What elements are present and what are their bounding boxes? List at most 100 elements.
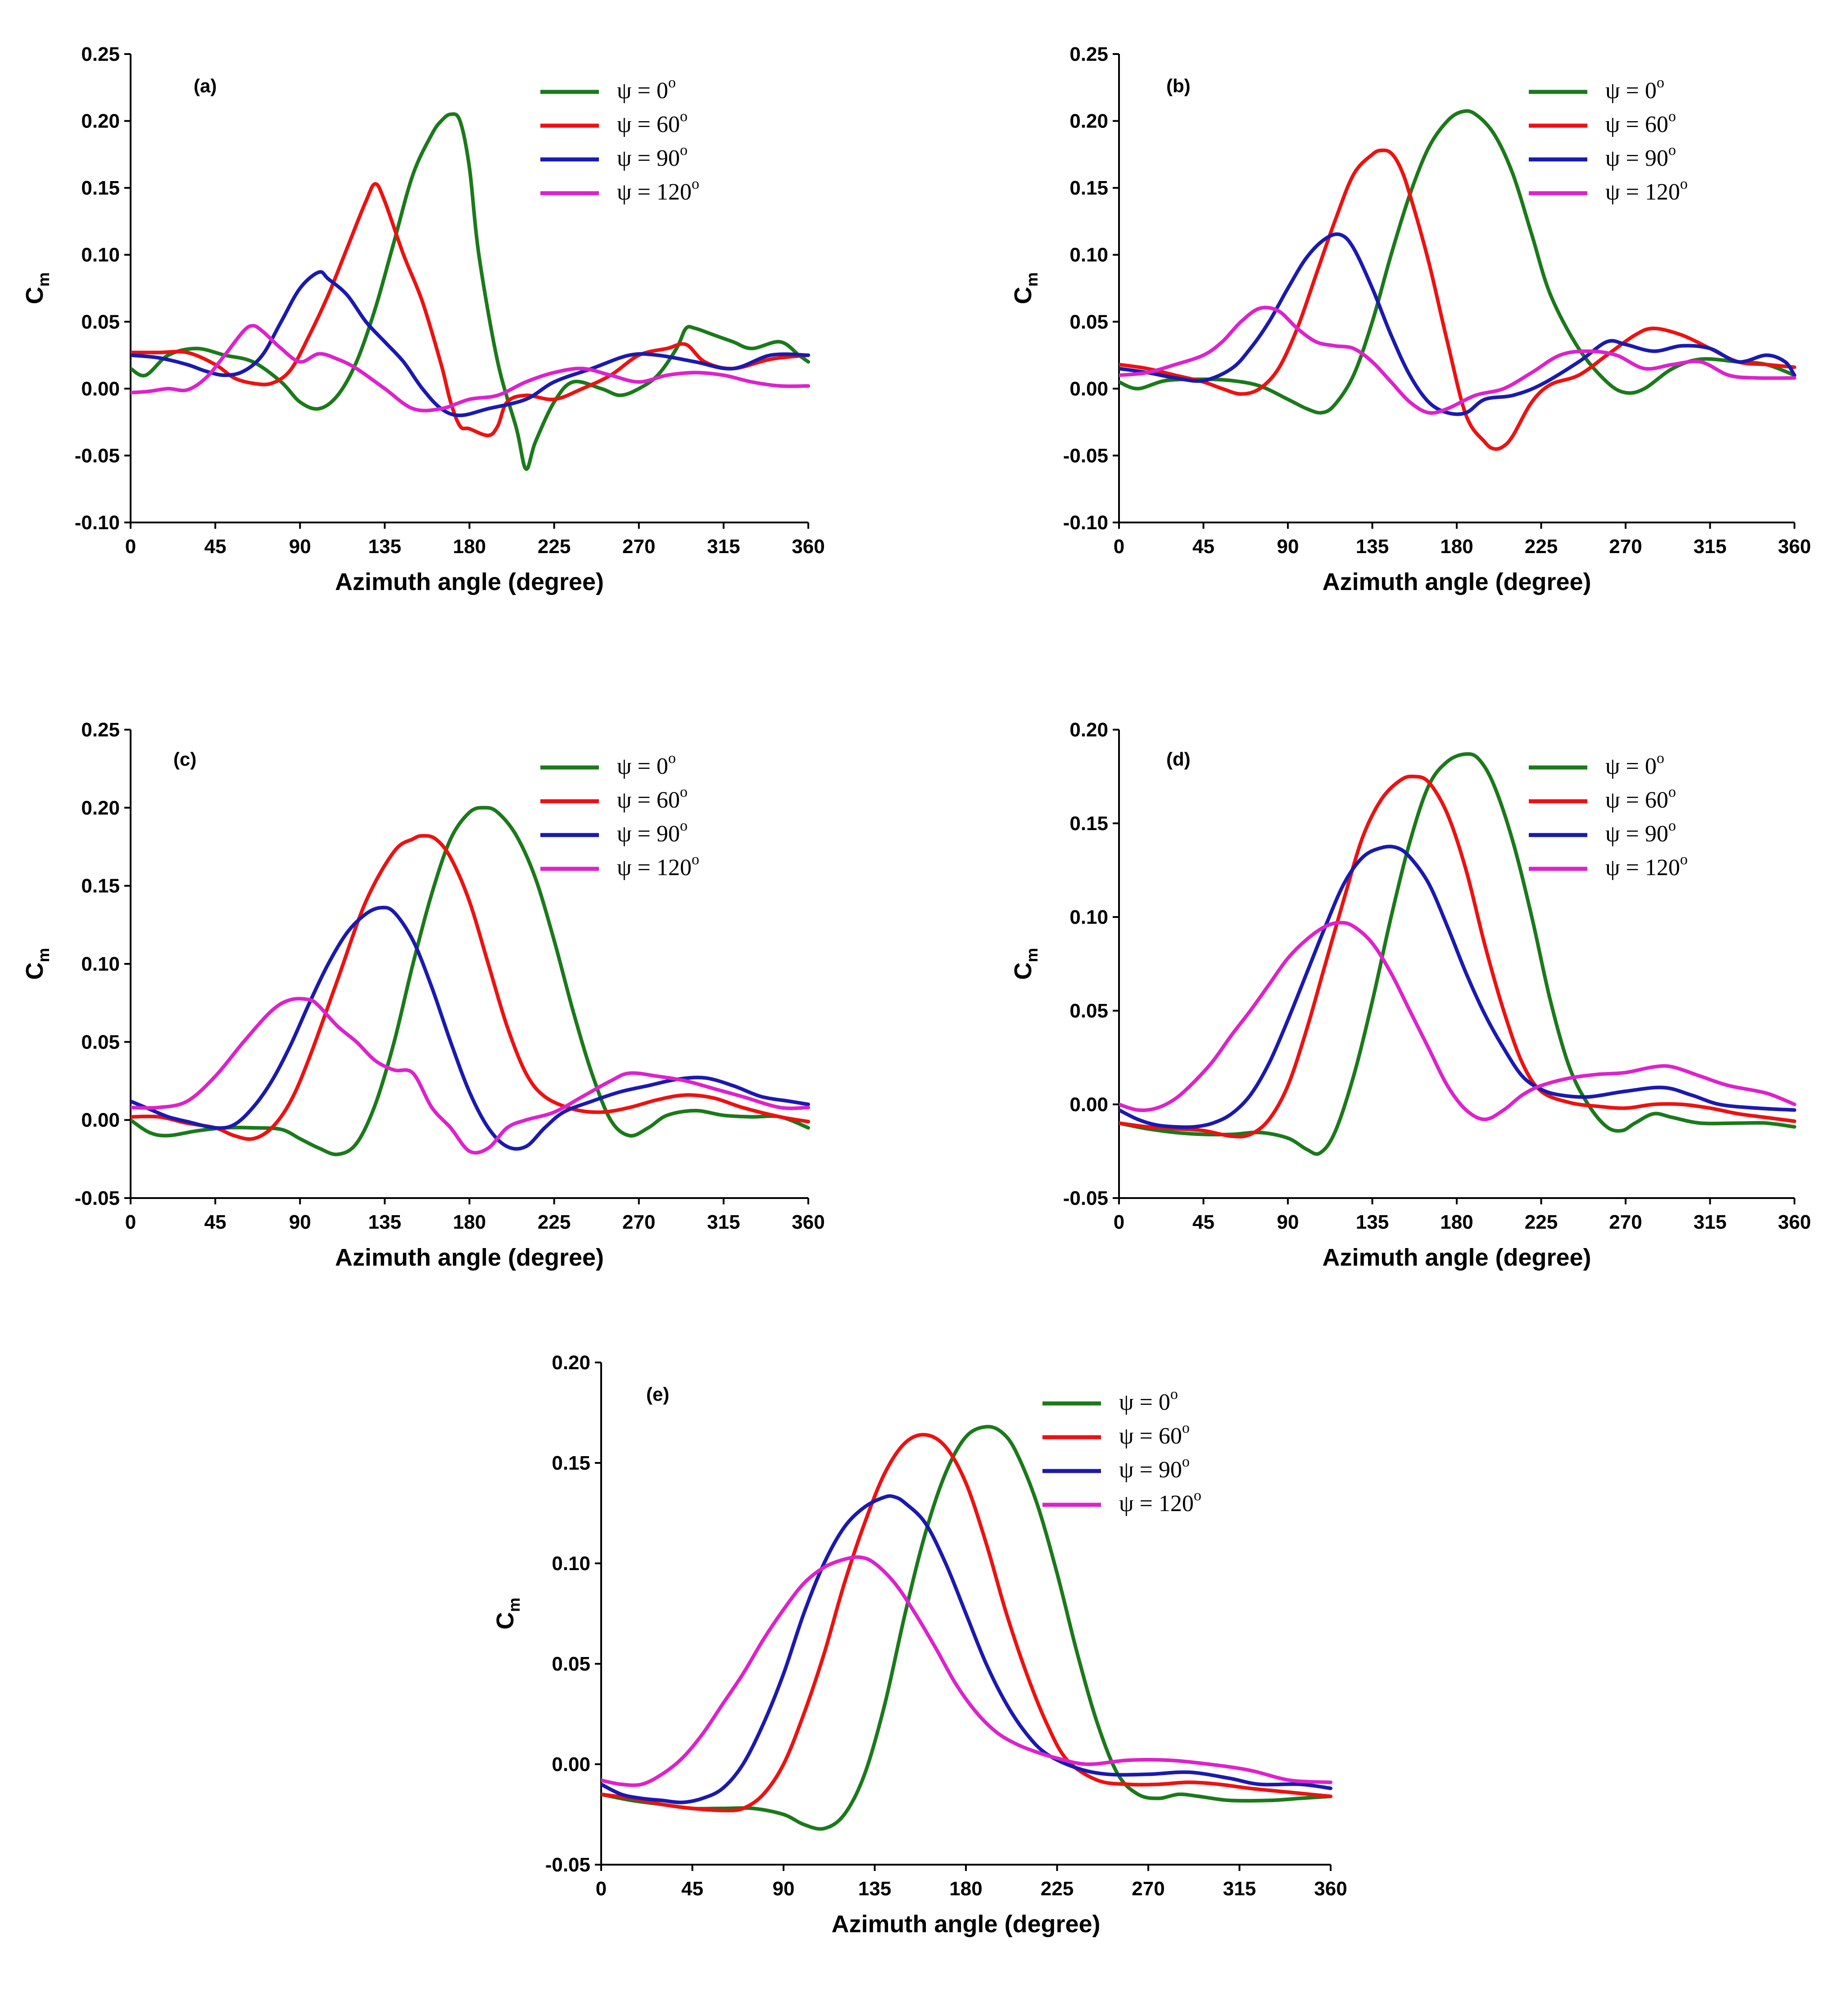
legend-label-main: ψ = 0 — [1605, 78, 1657, 104]
x-tick-label: 180 — [1440, 1211, 1473, 1233]
y-tick-label: 0.10 — [1069, 244, 1108, 266]
legend-label-main: ψ = 120 — [1605, 855, 1680, 881]
legend-label: ψ = 120o — [617, 176, 699, 205]
legend-label-main: ψ = 90 — [617, 145, 680, 171]
y-tick-label: -0.05 — [75, 445, 120, 467]
y-axis-title-subscript: m — [505, 1598, 523, 1612]
y-tick-label: -0.05 — [1063, 1187, 1108, 1209]
legend-label: ψ = 90o — [1605, 142, 1676, 171]
legend-label-superscript: o — [1668, 817, 1676, 834]
legend-label-superscript: o — [1182, 1420, 1190, 1436]
y-axis-title-main: C — [21, 287, 48, 304]
x-tick-label: 270 — [1609, 1211, 1642, 1233]
panel-label: (a) — [194, 75, 217, 96]
x-tick-label: 315 — [707, 1211, 740, 1233]
legend-label: ψ = 120o — [1605, 851, 1688, 881]
legend-label: ψ = 60o — [617, 784, 688, 813]
legend-label-superscript: o — [680, 142, 688, 159]
y-tick-label: 0.15 — [1069, 177, 1108, 199]
y-tick-label: 0.25 — [1069, 43, 1108, 65]
legend-label: ψ = 120o — [617, 851, 699, 881]
y-axis-title-main: C — [1010, 963, 1037, 980]
series-line-psi-90 — [131, 905, 810, 1151]
x-tick-label: 225 — [1525, 536, 1558, 558]
x-tick-label: 135 — [1356, 1211, 1389, 1233]
y-tick-label: 0.05 — [81, 311, 120, 333]
y-axis-title-main: C — [1010, 287, 1037, 304]
x-tick-label: 315 — [707, 536, 740, 558]
x-axis-title: Azimuth angle (degree) — [1322, 1244, 1591, 1271]
y-tick-label: 0.00 — [81, 1109, 120, 1131]
panel-label: (d) — [1166, 749, 1191, 770]
legend-label-superscript: o — [692, 176, 699, 192]
y-axis-title-subscript: m — [1023, 948, 1041, 962]
series-line-psi-0 — [131, 806, 810, 1157]
series-line-psi-0 — [131, 112, 810, 471]
legend-label: ψ = 60o — [1605, 784, 1676, 813]
legend-label-superscript: o — [1657, 74, 1664, 91]
y-tick-label: 0.10 — [1069, 906, 1108, 928]
x-tick-label: 180 — [949, 1878, 982, 1900]
x-tick-label: 45 — [681, 1878, 703, 1900]
legend-label: ψ = 90o — [1605, 817, 1676, 847]
x-tick-label: 225 — [1525, 1211, 1558, 1233]
series-line-psi-60 — [131, 182, 810, 437]
series-line-psi-60 — [1119, 148, 1796, 451]
x-tick-label: 225 — [1041, 1878, 1074, 1900]
series-line-psi-0 — [1119, 109, 1796, 415]
legend-label: ψ = 0o — [1605, 74, 1664, 104]
y-tick-label: 0.00 — [1069, 1094, 1108, 1116]
legend-label-superscript: o — [1182, 1453, 1190, 1470]
x-tick-label: 90 — [289, 1211, 311, 1233]
series-line-psi-60 — [131, 834, 810, 1141]
y-tick-label: 0.25 — [81, 43, 120, 65]
x-tick-label: 0 — [125, 536, 136, 558]
legend-label: ψ = 90o — [1119, 1453, 1190, 1483]
series-line-psi-120 — [601, 1555, 1332, 1787]
x-axis-title: Azimuth angle (degree) — [335, 568, 604, 595]
y-tick-label: 0.05 — [81, 1031, 120, 1053]
y-tick-label: 0.15 — [81, 177, 120, 199]
y-axis-title-main: C — [21, 963, 48, 980]
y-tick-label: 0.00 — [1069, 378, 1108, 400]
legend-label-main: ψ = 0 — [617, 78, 668, 104]
chart-panel-a: 0 45 90 135 180 225 270 315 360 -0.10 -0.05 0.00 0.0… — [21, 43, 825, 595]
y-tick-label: 0.05 — [1069, 311, 1108, 333]
series-line-psi-90 — [1119, 232, 1796, 416]
legend-label-superscript: o — [1668, 108, 1676, 125]
legend-label: ψ = 0o — [1119, 1386, 1178, 1415]
x-tick-label: 90 — [1277, 1211, 1299, 1233]
x-tick-label: 0 — [596, 1878, 607, 1900]
y-tick-label: 0.10 — [81, 953, 120, 975]
x-tick-label: 45 — [1192, 536, 1214, 558]
x-tick-label: 360 — [1778, 536, 1811, 558]
chart-panel-b: 0 45 90 135 180 225 270 315 360 -0.10 -0.05 0.00 0.0… — [1010, 43, 1811, 595]
x-tick-label: 45 — [204, 536, 227, 558]
x-tick-label: 180 — [453, 1211, 486, 1233]
y-tick-label: 0.10 — [81, 244, 120, 266]
chart-panel-c: 0 45 90 135 180 225 270 315 360 -0.05 0.00 0.05 0.10… — [21, 719, 825, 1271]
chart-panel-d: 0 45 90 135 180 225 270 315 360 -0.05 0.00 0.05 0.10… — [1010, 719, 1811, 1271]
legend-label-superscript: o — [680, 817, 688, 834]
legend-label-main: ψ = 0 — [1119, 1389, 1170, 1415]
panel-label: (c) — [173, 749, 196, 770]
legend-label-main: ψ = 120 — [1119, 1491, 1194, 1517]
y-tick-label: 0.25 — [81, 719, 120, 741]
legend-label: ψ = 0o — [617, 750, 676, 779]
y-tick-label: 0.20 — [81, 110, 120, 132]
panel-label: (b) — [1166, 75, 1191, 96]
x-tick-label: 90 — [1277, 536, 1299, 558]
x-tick-label: 270 — [1132, 1878, 1164, 1900]
legend-label: ψ = 60o — [617, 108, 688, 137]
x-tick-label: 0 — [1114, 536, 1124, 558]
series-line-psi-120 — [131, 324, 810, 413]
y-tick-label: 0.20 — [1069, 719, 1108, 741]
legend-label-superscript: o — [1668, 784, 1676, 800]
x-tick-label: 135 — [858, 1878, 891, 1900]
y-tick-label: 0.20 — [552, 1352, 590, 1374]
y-tick-label: -0.10 — [75, 512, 120, 534]
series-line-psi-90 — [131, 270, 810, 418]
x-tick-label: 315 — [1694, 1211, 1726, 1233]
legend-label-main: ψ = 60 — [1605, 112, 1668, 137]
y-tick-label: 0.15 — [552, 1452, 590, 1474]
